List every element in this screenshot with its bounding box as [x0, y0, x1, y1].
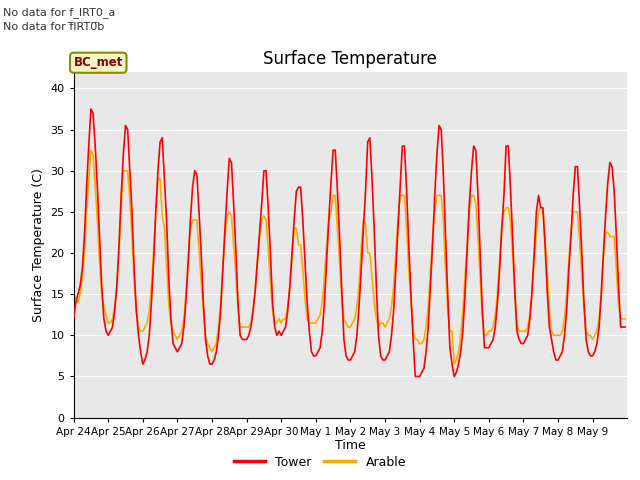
Legend: Tower, Arable: Tower, Arable [229, 451, 411, 474]
Title: Surface Temperature: Surface Temperature [264, 49, 437, 68]
Text: BC_met: BC_met [74, 56, 123, 69]
X-axis label: Time: Time [335, 439, 366, 453]
Text: No data for f_IRT0_a: No data for f_IRT0_a [3, 7, 116, 18]
Y-axis label: Surface Temperature (C): Surface Temperature (C) [32, 168, 45, 322]
Text: No data for f̅IRT0̅b: No data for f̅IRT0̅b [3, 22, 104, 32]
